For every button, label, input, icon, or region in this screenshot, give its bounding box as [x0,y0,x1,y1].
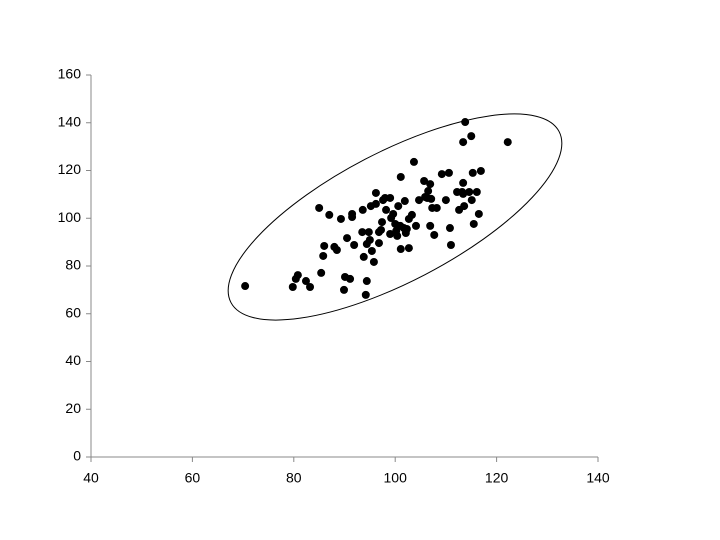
point [461,118,470,127]
point [362,277,371,286]
point [365,235,374,244]
point [332,246,341,255]
point [374,239,383,248]
point [468,168,477,177]
point [427,194,436,203]
point [467,196,476,205]
point [371,199,380,208]
y-tick-label: 0 [73,448,81,464]
point [320,241,329,250]
x-tick-label: 120 [485,470,509,486]
point [400,197,409,206]
point [389,209,398,218]
point [441,196,450,205]
point [306,283,315,292]
point [411,221,420,230]
point [325,210,334,219]
point [241,282,250,291]
x-tick-label: 100 [384,470,408,486]
point [358,228,367,237]
point [465,187,474,196]
point [350,240,359,249]
point [369,257,378,266]
point [378,218,387,227]
point [346,274,355,283]
point [503,138,512,147]
point [476,166,485,175]
point [469,219,478,228]
y-tick-label: 140 [58,113,82,129]
point [396,245,405,254]
point [459,138,468,147]
x-tick-label: 60 [185,470,201,486]
point [430,230,439,239]
point [339,285,348,294]
point [367,246,376,255]
point [467,132,476,141]
point [393,231,402,240]
point [359,252,368,261]
point [371,188,380,197]
y-tick-label: 80 [65,257,81,273]
point [348,209,357,218]
point [459,189,468,198]
y-tick-label: 120 [58,161,82,177]
point [301,277,310,286]
point [394,202,403,211]
x-tick-label: 140 [586,470,610,486]
point [382,205,391,214]
point [315,203,324,212]
point [361,290,370,299]
point [364,228,373,237]
point [386,230,395,239]
point [404,244,413,253]
point [377,225,386,234]
y-tick-label: 20 [65,400,81,416]
point [409,157,418,166]
point [426,221,435,230]
point [432,203,441,212]
point [426,180,435,189]
point [460,202,469,211]
point [317,268,326,277]
point [336,214,345,223]
point [445,224,454,233]
x-tick-label: 80 [286,470,302,486]
point [358,205,367,214]
point [396,172,405,181]
point [415,196,424,205]
point [288,283,297,292]
y-tick-label: 60 [65,304,81,320]
point [474,209,483,218]
point [459,178,468,187]
point [424,187,433,196]
point [420,177,429,186]
y-tick-label: 100 [58,209,82,225]
point [386,193,395,202]
point [444,168,453,177]
point [319,251,328,260]
x-tick-label: 40 [83,470,99,486]
confidence-ellipse [227,113,563,321]
point [402,224,411,233]
point [437,170,446,179]
point [407,210,416,219]
point [343,234,352,243]
point [472,187,481,196]
point [446,240,455,249]
y-tick-label: 40 [65,352,81,368]
point [293,271,302,280]
y-tick-label: 160 [58,66,82,82]
